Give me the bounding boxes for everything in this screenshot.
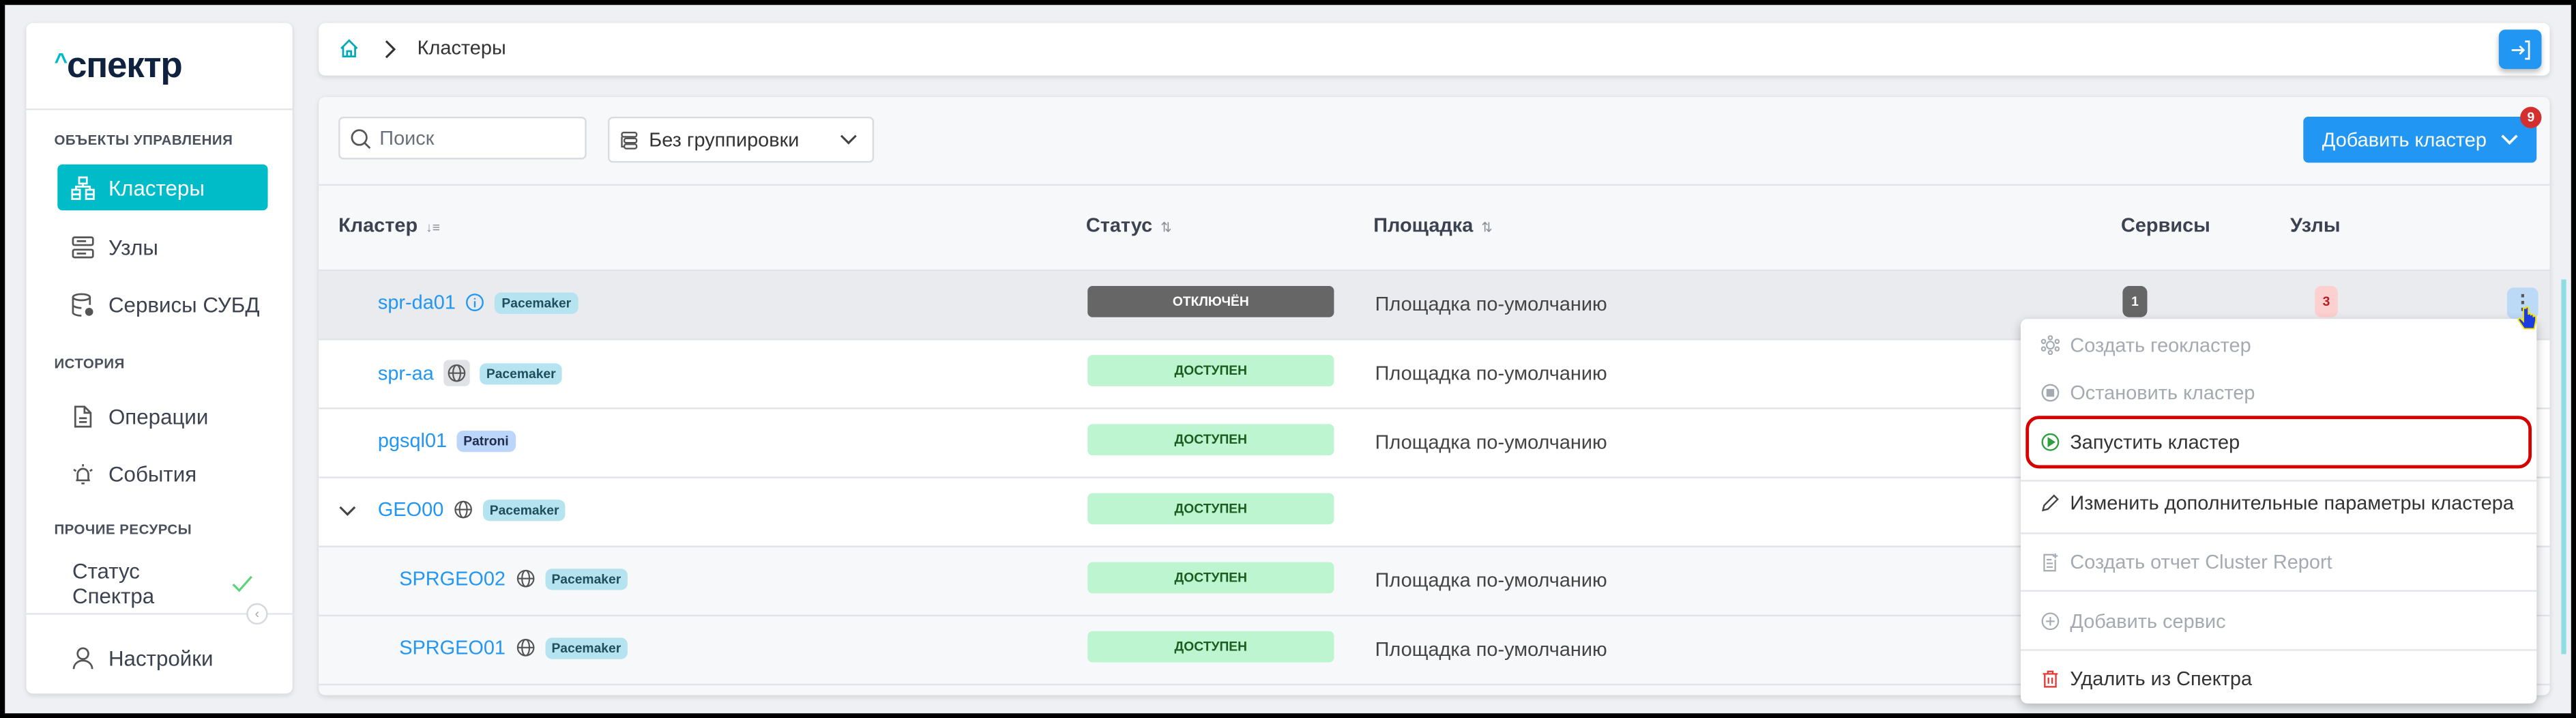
cluster-name-link[interactable]: SPRGEO02 (399, 566, 506, 590)
column-header-services: Сервисы (2120, 214, 2210, 237)
nodes-count[interactable]: 3 (2315, 286, 2338, 317)
section-objects: ОБЪЕКТЫ УПРАВЛЕНИЯ (54, 131, 233, 148)
sidebar-item-dbms-services[interactable]: Сервисы СУБД (57, 281, 267, 327)
chevron-down-icon (840, 134, 857, 145)
column-header-cluster[interactable]: Кластер ↓≡ (338, 214, 441, 237)
site-cell: Площадка по-умолчанию (1375, 361, 1607, 385)
sort-icon[interactable]: ⇅ (1481, 220, 1493, 235)
cluster-name-link[interactable]: SPRGEO01 (399, 635, 506, 659)
globe-icon (516, 639, 534, 657)
sidebar-item-events[interactable]: События (57, 450, 267, 496)
logout-icon (2511, 40, 2530, 59)
collapse-sidebar-button[interactable]: ‹ (246, 603, 268, 625)
sidebar-item-operations[interactable]: Операции (57, 393, 267, 439)
table-row[interactable]: SPRGEO01 Pacemaker ДОСТУПЕН Площадка по-… (319, 616, 2549, 684)
site-cell: Площадка по-умолчанию (1375, 569, 1607, 592)
site-cell: Площадка по-умолчанию (1375, 292, 1607, 316)
status-badge: ДОСТУПЕН (1087, 355, 1334, 386)
play-icon (2041, 433, 2060, 451)
divider (319, 269, 2550, 272)
cluster-name-link[interactable]: pgsql01 (377, 429, 448, 453)
search-input[interactable]: Поиск (338, 116, 587, 160)
cluster-type-chip: Pacemaker (544, 568, 628, 590)
divider (319, 184, 2550, 186)
cluster-type-chip: Pacemaker (480, 362, 563, 384)
column-header-nodes: Узлы (2290, 214, 2341, 237)
cluster-type-chip: Pacemaker (483, 498, 566, 521)
divider (26, 108, 293, 111)
cluster-name-link[interactable]: GEO00 (377, 498, 444, 521)
logo: ^спектр (54, 44, 182, 86)
status-badge: ДОСТУПЕН (1087, 631, 1334, 663)
breadcrumb-current: Кластеры (417, 35, 506, 59)
stop-icon (2041, 384, 2060, 402)
status-badge: ДОСТУПЕН (1087, 424, 1334, 456)
database-gear-icon (72, 292, 93, 316)
chevron-down-icon[interactable] (338, 504, 356, 517)
info-icon[interactable] (465, 293, 485, 313)
globe-icon (516, 569, 534, 588)
cluster-name-link[interactable]: spr-aa (377, 361, 434, 385)
menu-item-start-cluster[interactable]: Запустить кластер (2021, 418, 2536, 467)
site-cell: Площадка по-умолчанию (1375, 430, 1607, 454)
sort-icon[interactable]: ↓≡ (426, 220, 441, 235)
geocluster-icon (2040, 335, 2060, 356)
cluster-type-chip: Pacemaker (544, 637, 628, 659)
globe-icon (448, 364, 466, 382)
row-actions-button[interactable]: ⋮ (2506, 287, 2538, 319)
status-badge: ДОСТУПЕН (1087, 493, 1334, 525)
add-cluster-button[interactable]: Добавить кластер (2303, 116, 2537, 163)
cluster-type-chip: Pacemaker (495, 291, 578, 313)
list-icon (621, 130, 638, 149)
user-icon (72, 646, 93, 669)
sidebar-item-clusters[interactable]: Кластеры (57, 164, 268, 211)
menu-item-add-service[interactable]: Добавить сервис (2021, 597, 2536, 646)
sidebar-item-nodes[interactable]: Узлы (57, 224, 267, 270)
menu-item-cluster-report[interactable]: Создать отчет Cluster Report (2021, 537, 2536, 586)
notification-badge: 9 (2520, 106, 2542, 128)
report-icon (2043, 553, 2058, 572)
menu-item-create-geocluster[interactable]: Создать геокластер (2021, 321, 2536, 370)
server-icon (72, 235, 94, 258)
section-other: ПРОЧИЕ РЕСУРСЫ (54, 521, 192, 538)
cluster-icon (71, 175, 95, 199)
menu-item-edit-params[interactable]: Изменить дополнительные параметры класте… (2021, 478, 2536, 528)
pencil-icon (2041, 494, 2059, 512)
row-actions-menu: Создать геокластер Остановить кластер За… (2021, 319, 2537, 704)
scrollbar[interactable] (2561, 279, 2566, 655)
section-history: ИСТОРИЯ (54, 355, 125, 372)
column-header-site[interactable]: Площадка ⇅ (1373, 214, 1493, 237)
status-badge: ОТКЛЮЧЁН (1087, 286, 1334, 317)
home-icon[interactable] (338, 38, 360, 59)
search-icon (351, 128, 371, 148)
cluster-type-chip: Patroni (456, 429, 516, 452)
logout-button[interactable] (2498, 29, 2542, 70)
chevron-down-icon (2500, 134, 2517, 145)
hand-cursor-icon (2517, 306, 2537, 330)
globe-icon (454, 500, 473, 519)
divider (26, 613, 293, 615)
check-icon (232, 575, 252, 592)
table-row[interactable]: SPRGEO02 Pacemaker ДОСТУПЕН Площадка по-… (319, 547, 2549, 615)
status-badge: ДОСТУПЕН (1087, 562, 1334, 594)
document-icon (74, 405, 92, 427)
plus-circle-icon (2041, 612, 2060, 631)
header: Кластеры (319, 23, 2550, 76)
alarm-bell-icon (73, 463, 93, 484)
cluster-name-link[interactable]: spr-da01 (377, 291, 456, 314)
services-count[interactable]: 1 (2122, 286, 2148, 317)
sort-icon[interactable]: ⇅ (1160, 220, 1172, 235)
highlight-outline (2025, 416, 2532, 469)
menu-item-delete[interactable]: Удалить из Спектра (2021, 654, 2536, 703)
site-cell: Площадка по-умолчанию (1375, 637, 1607, 661)
trash-icon (2043, 670, 2058, 688)
menu-item-stop-cluster[interactable]: Остановить кластер (2021, 368, 2536, 417)
grouping-select[interactable]: Без группировки (608, 116, 875, 163)
chevron-right-icon (385, 40, 396, 59)
column-header-status[interactable]: Статус ⇅ (1085, 214, 1172, 237)
sidebar-item-spectr-status[interactable]: Статус Спектра (57, 559, 267, 608)
sidebar: ^спектр ОБЪЕКТЫ УПРАВЛЕНИЯ Кластеры Узлы… (26, 23, 293, 694)
sidebar-item-settings[interactable]: Настройки (57, 635, 267, 680)
